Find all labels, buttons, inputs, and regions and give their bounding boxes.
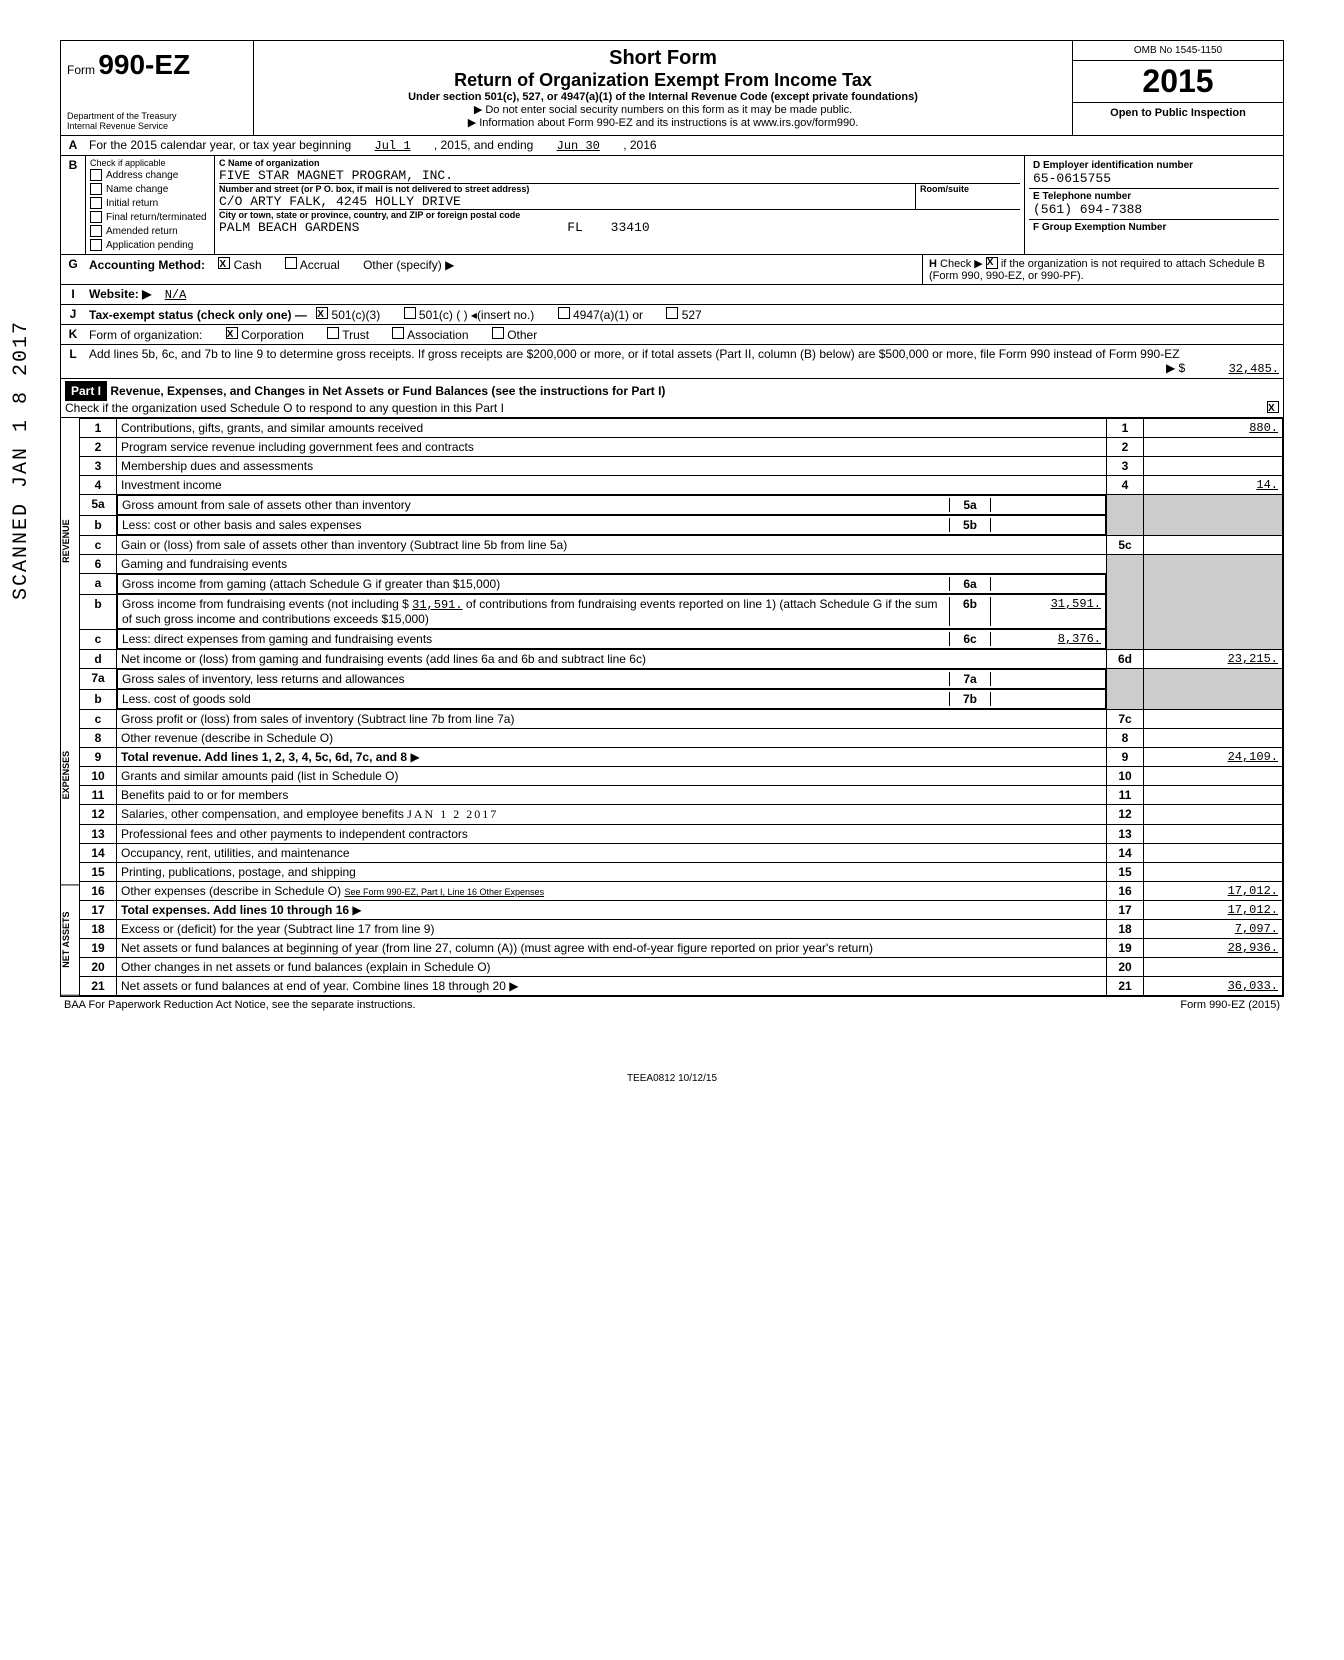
title-short-form: Short Form	[264, 47, 1062, 70]
l-text: Add lines 5b, 6c, and 7b to line 9 to de…	[89, 347, 1180, 361]
c-label: C Name of organization	[219, 158, 1020, 168]
ein: 65-0615755	[1033, 171, 1275, 186]
org-city: PALM BEACH GARDENS	[219, 220, 359, 235]
city-label: City or town, state or province, country…	[219, 210, 1020, 220]
cb-corporation[interactable]	[226, 327, 238, 339]
opt-initial-return: Initial return	[106, 198, 158, 209]
opt-527: 527	[682, 308, 702, 322]
part1-label: Part I	[65, 381, 107, 401]
form-footer: BAA For Paperwork Reduction Act Notice, …	[60, 997, 1284, 1013]
form-number: 990-EZ	[98, 49, 190, 80]
cb-address-change[interactable]	[90, 169, 102, 181]
scanned-stamp: SCANNED JAN 1 8 2017	[10, 320, 33, 600]
cb-4947[interactable]	[558, 307, 570, 319]
line-a: A For the 2015 calendar year, or tax yea…	[61, 136, 1283, 156]
dept-treasury: Department of the Treasury Internal Reve…	[67, 111, 177, 131]
opt-trust: Trust	[342, 328, 369, 342]
website: N/A	[165, 288, 187, 302]
opt-corporation: Corporation	[241, 328, 304, 342]
title-return: Return of Organization Exempt From Incom…	[264, 70, 1062, 91]
label-revenue: REVENUE	[61, 418, 79, 665]
cb-527[interactable]	[666, 307, 678, 319]
opt-501c: 501(c) ( ) ◂(insert no.)	[419, 308, 534, 322]
opt-address-change: Address change	[106, 170, 178, 181]
e-label: E Telephone number	[1033, 191, 1275, 202]
cb-app-pending[interactable]	[90, 239, 102, 251]
opt-accrual: Accrual	[300, 258, 340, 272]
cb-cash[interactable]	[218, 257, 230, 269]
opt-amended: Amended return	[106, 226, 178, 237]
footer-right: Form 990-EZ (2015)	[1180, 999, 1280, 1011]
cb-initial-return[interactable]	[90, 197, 102, 209]
opt-501c3: 501(c)(3)	[332, 308, 381, 322]
f-label: F Group Exemption Number	[1033, 222, 1275, 233]
cb-name-change[interactable]	[90, 183, 102, 195]
tax-year: 2015	[1073, 61, 1283, 103]
label-expenses: EXPENSES	[61, 665, 79, 885]
form-990ez: Form 990-EZ Department of the Treasury I…	[60, 40, 1284, 997]
note-info: ▶ Information about Form 990-EZ and its …	[264, 116, 1062, 129]
g-label: Accounting Method:	[89, 258, 205, 272]
org-zip: 33410	[611, 220, 650, 235]
form-header: Form 990-EZ Department of the Treasury I…	[61, 41, 1283, 136]
addr-label: Number and street (or P O. box, if mail …	[219, 184, 915, 194]
footer-mid: TEEA0812 10/12/15	[60, 1073, 1284, 1084]
cb-association[interactable]	[392, 327, 404, 339]
k-label: Form of organization:	[89, 328, 202, 342]
cb-trust[interactable]	[327, 327, 339, 339]
h-text: Check ▶	[940, 258, 983, 270]
part1-header: Part I Revenue, Expenses, and Changes in…	[61, 379, 1283, 418]
label-assets: NET ASSETS	[61, 885, 79, 996]
part1-check-text: Check if the organization used Schedule …	[65, 401, 504, 415]
org-address: C/O ARTY FALK, 4245 HOLLY DRIVE	[219, 194, 915, 209]
note-ssn: ▶ Do not enter social security numbers o…	[264, 103, 1062, 116]
j-label: Tax-exempt status (check only one) —	[89, 308, 307, 322]
org-name: FIVE STAR MAGNET PROGRAM, INC.	[219, 168, 1020, 183]
footer-left: BAA For Paperwork Reduction Act Notice, …	[64, 999, 416, 1011]
opt-cash: Cash	[234, 258, 262, 272]
omb-number: OMB No 1545-1150	[1073, 41, 1283, 61]
line-a-mid: , 2015, and ending	[434, 138, 533, 152]
tax-year-begin: Jul 1	[375, 139, 411, 153]
opt-app-pending: Application pending	[106, 240, 193, 251]
l-arrow: ▶ $	[1166, 361, 1185, 375]
part1-title: Revenue, Expenses, and Changes in Net As…	[110, 384, 665, 398]
part1-table: 1Contributions, gifts, grants, and simil…	[80, 418, 1283, 996]
form-label: Form	[67, 63, 95, 77]
gross-receipts: 32,485.	[1229, 362, 1279, 376]
line-a-endyear: , 2016	[623, 138, 656, 152]
section-b-checkboxes: Check if applicable Address change Name …	[86, 156, 215, 254]
cb-amended[interactable]	[90, 225, 102, 237]
phone: (561) 694-7388	[1033, 202, 1275, 217]
line-a-text: For the 2015 calendar year, or tax year …	[89, 138, 351, 152]
subtitle: Under section 501(c), 527, or 4947(a)(1)…	[264, 91, 1062, 103]
org-state: FL	[567, 220, 583, 235]
cb-schedule-b[interactable]	[986, 257, 998, 269]
opt-other-org: Other	[507, 328, 537, 342]
cb-501c[interactable]	[404, 307, 416, 319]
opt-association: Association	[407, 328, 468, 342]
opt-final-return: Final return/terminated	[106, 212, 207, 223]
tax-year-end: Jun 30	[557, 139, 600, 153]
i-label: Website: ▶	[89, 287, 151, 301]
b-label: Check if applicable	[90, 158, 210, 168]
opt-4947: 4947(a)(1) or	[573, 308, 643, 322]
open-public: Open to Public Inspection	[1073, 103, 1283, 123]
opt-name-change: Name change	[106, 184, 168, 195]
cb-501c3[interactable]	[316, 307, 328, 319]
cb-other[interactable]	[492, 327, 504, 339]
cb-schedule-o[interactable]	[1267, 401, 1279, 413]
cb-final-return[interactable]	[90, 211, 102, 223]
d-label: D Employer identification number	[1033, 160, 1275, 171]
opt-other: Other (specify) ▶	[363, 258, 454, 272]
cb-accrual[interactable]	[285, 257, 297, 269]
section-c: C Name of organization FIVE STAR MAGNET …	[215, 156, 1025, 254]
room-label: Room/suite	[920, 184, 1020, 194]
